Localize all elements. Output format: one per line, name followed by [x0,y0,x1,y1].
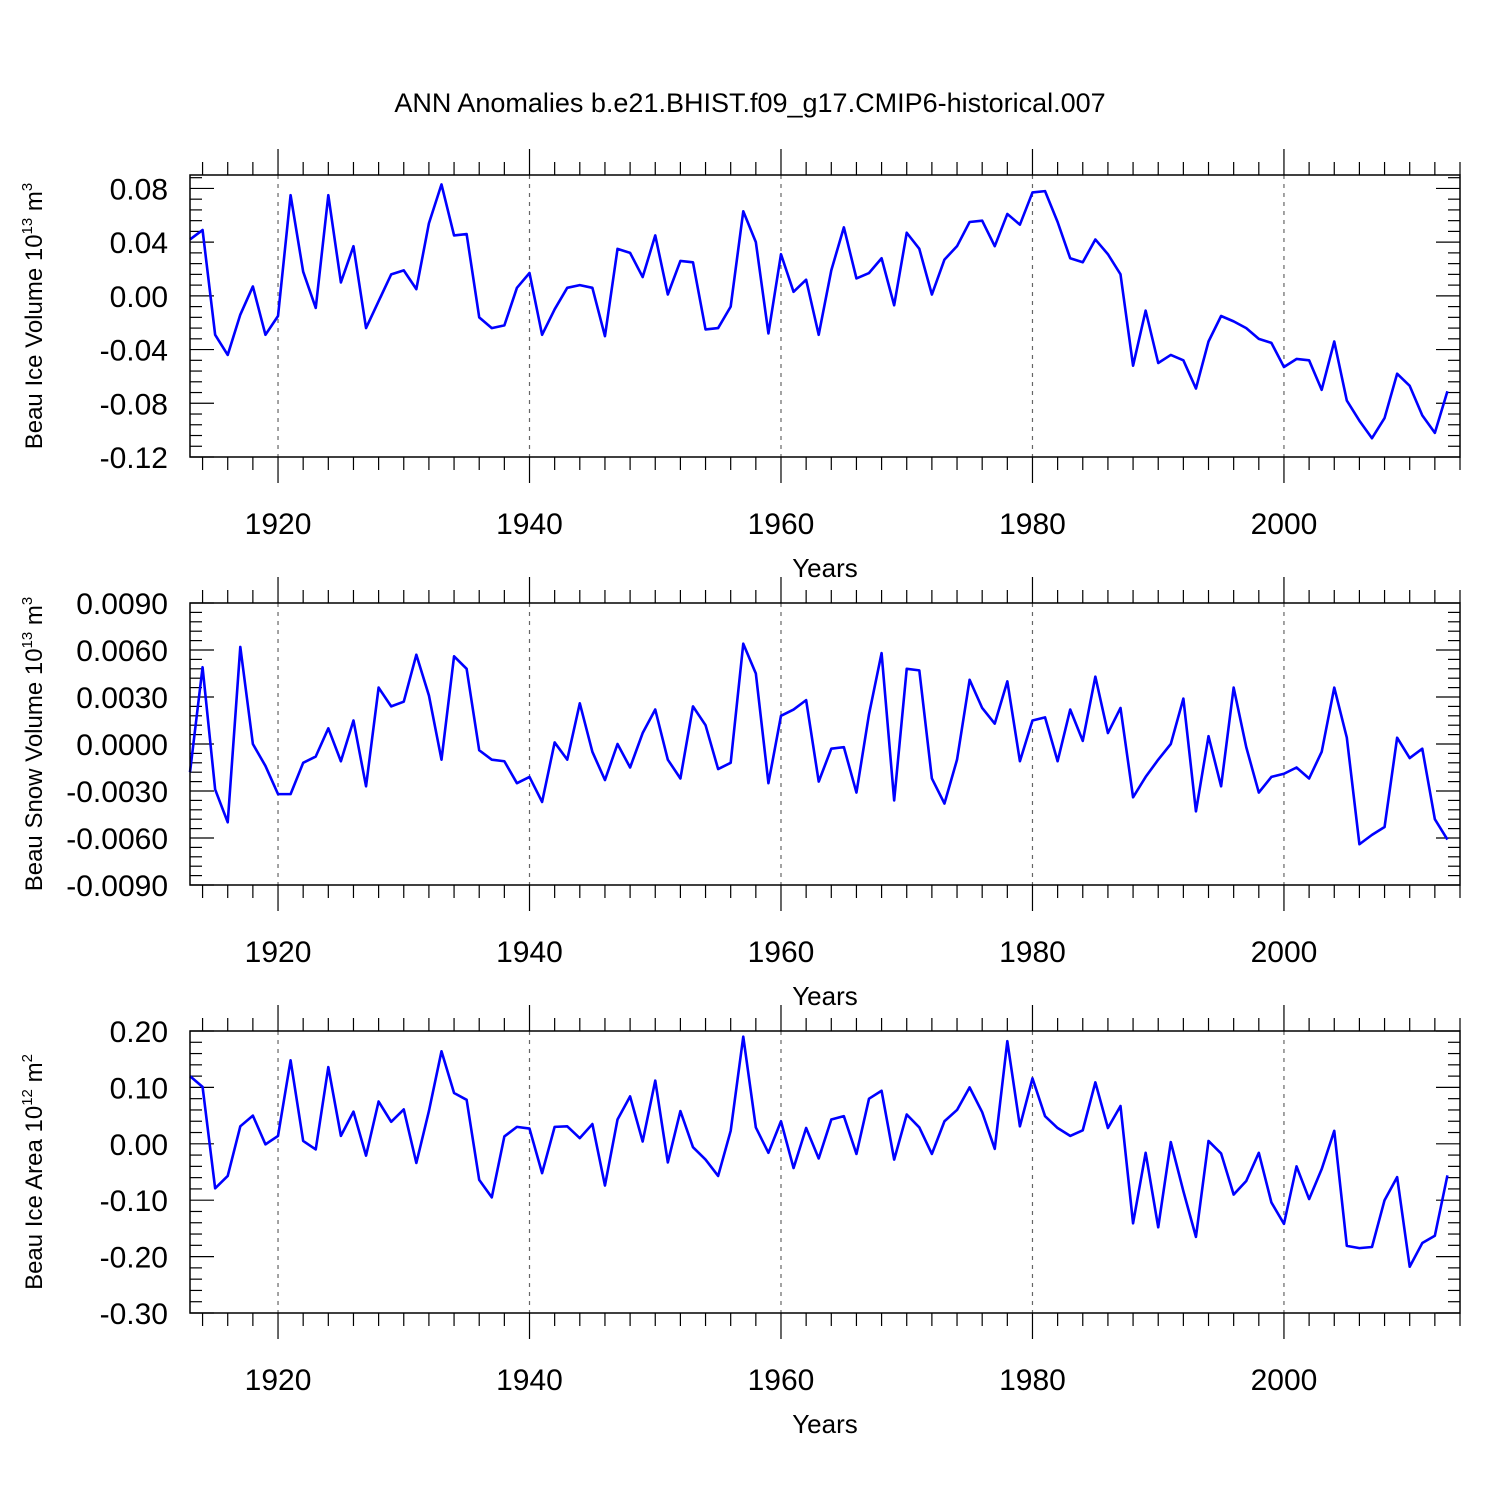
y-tick-label: -0.0060 [66,823,168,856]
x-tick-label: 1940 [496,1364,563,1397]
y-tick-label: -0.0090 [66,870,168,903]
x-tick-label: 1960 [748,508,815,541]
y-axis-label-text: Beau Ice Volume 10 [21,234,48,449]
x-axis-label: Years [792,1409,858,1439]
y-tick-label: -0.10 [100,1185,168,1218]
x-tick-label: 1980 [999,1364,1066,1397]
plot-frame [189,602,1461,886]
x-tick-label: 2000 [1251,1364,1318,1397]
y-tick-label: 0.00 [110,1129,168,1162]
y-tick-label: -0.0030 [66,776,168,809]
y-tick-label: 0.0090 [76,588,168,621]
y-axis-label-superscript: 12 [19,1089,36,1106]
y-tick-label: 0.0000 [76,729,168,762]
y-axis-label-superscript: 13 [19,632,36,649]
y-axis-label-text: m [21,1062,48,1089]
y-tick-label: -0.20 [100,1242,168,1275]
y-axis-label-text: Beau Ice Area 10 [21,1106,48,1290]
x-axis-label: Years [792,981,858,1011]
y-tick-label: 0.00 [110,281,168,314]
chart-title: ANN Anomalies b.e21.BHIST.f09_g17.CMIP6-… [394,88,1105,118]
y-tick-label: 0.08 [110,173,168,206]
y-axis-label-text: m [21,191,48,218]
y-tick-label: -0.08 [100,388,168,421]
x-tick-label: 1940 [496,508,563,541]
y-tick-label: -0.12 [100,442,168,475]
y-tick-label: -0.04 [100,335,168,368]
chart-panel-2: -0.0090 -0.0060 -0.0030 0.0000 0.0030 0.0060 0… [19,577,1461,1011]
x-tick-label: 1920 [245,508,312,541]
y-axis-label-superscript: 3 [19,597,36,605]
x-tick-label: 2000 [1251,508,1318,541]
y-axis-label: Beau Ice Area 1012 m2 [19,1054,48,1290]
chart-panel-3: -0.30 -0.20 -0.10 0.00 0.10 0.20 1920 1940 1960 1… [19,1005,1461,1439]
x-tick-label: 1960 [748,1364,815,1397]
y-axis-label-superscript: 13 [19,218,36,235]
x-tick-label: 2000 [1251,936,1318,969]
x-tick-label: 1960 [748,936,815,969]
y-tick-label: 0.10 [110,1072,168,1105]
y-tick-label: 0.20 [110,1016,168,1049]
plot-frame [189,174,1461,458]
y-tick-label: 0.0060 [76,635,168,668]
y-axis-label-text: Beau Snow Volume 10 [21,648,48,891]
x-tick-label: 1980 [999,936,1066,969]
x-tick-label: 1940 [496,936,563,969]
y-tick-label: 0.04 [110,227,168,260]
x-tick-label: 1920 [245,936,312,969]
data-series-line [189,1035,1449,1269]
y-axis-label-superscript: 3 [19,183,36,191]
y-tick-label: 0.0030 [76,682,168,715]
x-tick-label: 1980 [999,508,1066,541]
data-series-line [189,183,1449,440]
y-tick-label: -0.30 [100,1298,168,1331]
y-axis-label-text: m [21,605,48,632]
x-axis-label: Years [792,553,858,583]
y-axis-label: Beau Snow Volume 1013 m3 [19,597,48,892]
data-series-line [188,642,1449,846]
x-tick-label: 1920 [245,1364,312,1397]
y-axis-label-superscript: 2 [19,1054,36,1062]
chart-panel-1: -0.12 -0.08 -0.04 0.00 0.04 0.08 1920 1940 1960 1… [19,149,1461,583]
y-axis-label: Beau Ice Volume 1013 m3 [19,183,48,450]
plot-frame [189,1030,1461,1314]
chart-panels: -0.12 -0.08 -0.04 0.00 0.04 0.08 1920 1940 1960 1… [19,149,1461,1439]
